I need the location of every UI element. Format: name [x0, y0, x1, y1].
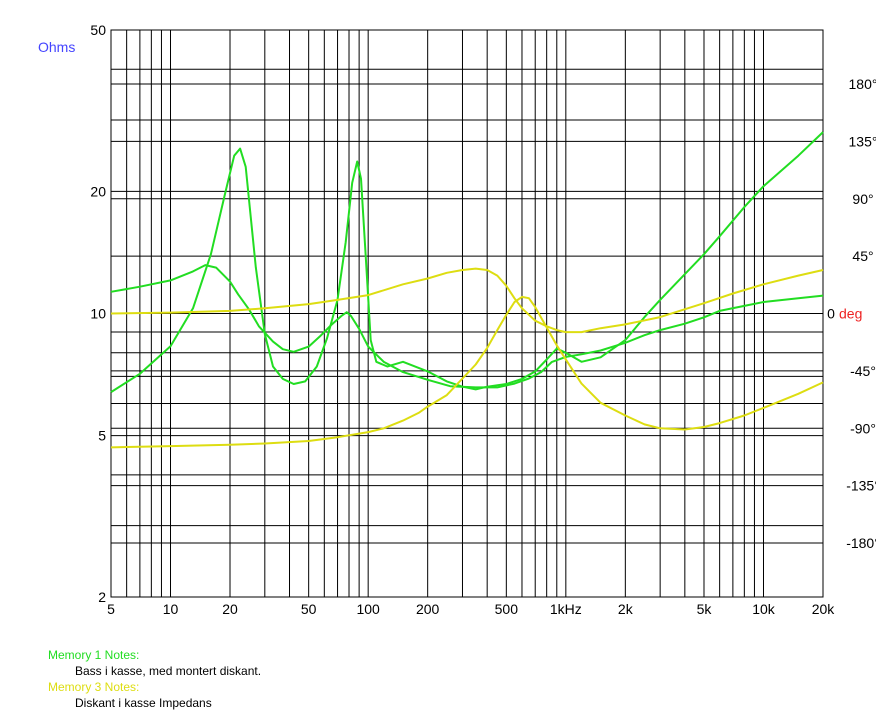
y-right-tick-label: 135° [849, 133, 876, 149]
y-right-tick-label: 45° [852, 248, 873, 264]
y-right-tick-label: 90° [852, 191, 873, 207]
y-left-tick-label: 20 [90, 183, 106, 199]
series-layer [110, 131, 824, 449]
y-left-tick-label: 5 [98, 428, 106, 444]
impedance-phase-chart: 5 10 20 50 100 200 500 1kHz 2k 5k 10k 20k25102050Oh… [38, 22, 876, 617]
memory1-notes-text: Bass i kasse, med montert diskant. [75, 664, 262, 678]
deg-axis-label: deg [839, 306, 862, 322]
x-tick-label: 100 [356, 601, 380, 617]
series-memory-1-phase-line [110, 264, 824, 389]
x-tick-label: 200 [416, 601, 440, 617]
x-tick-label: 20k [812, 601, 836, 617]
y-right-tick-label: -180° [846, 535, 876, 551]
x-tick-label: 500 [495, 601, 519, 617]
axis-layer: 5 10 20 50 100 200 500 1kHz 2k 5k 10k 20k25102050Oh… [38, 22, 876, 617]
x-tick-label: 10 [163, 601, 179, 617]
ohms-axis-label: Ohms [38, 39, 75, 55]
memory1-notes-header: Memory 1 Notes: [48, 648, 140, 662]
series-memory-3-phase-line [110, 295, 824, 449]
x-tick-label: 5k [697, 601, 713, 617]
y-right-tick-label: -45° [850, 363, 876, 379]
y-right-tick-label: -90° [850, 420, 876, 436]
x-tick-label: 50 [301, 601, 317, 617]
y-right-tick-label: 180° [849, 76, 876, 92]
grid-layer [110, 29, 824, 598]
series-memory-3-impedance-line [110, 267, 824, 334]
y-right-tick-label: -135° [846, 478, 876, 494]
memory3-notes-header: Memory 3 Notes: [48, 680, 140, 694]
x-tick-label: 20 [222, 601, 238, 617]
x-tick-label: 5 [107, 601, 115, 617]
memory1-notes: Memory 1 Notes: Bass i kasse, med monter… [48, 647, 261, 679]
y-left-tick-label: 50 [90, 22, 106, 38]
y-left-tick-label: 2 [98, 589, 106, 605]
memory3-notes: Memory 3 Notes: Diskant i kasse Impedans [48, 679, 212, 711]
y-left-tick-label: 10 [90, 306, 106, 322]
y-right-tick-label: 0 [827, 306, 835, 322]
x-tick-label: 10k [752, 601, 776, 617]
x-tick-label: 1kHz [550, 601, 582, 617]
x-tick-label: 2k [618, 601, 634, 617]
memory3-notes-text: Diskant i kasse Impedans [75, 696, 212, 710]
